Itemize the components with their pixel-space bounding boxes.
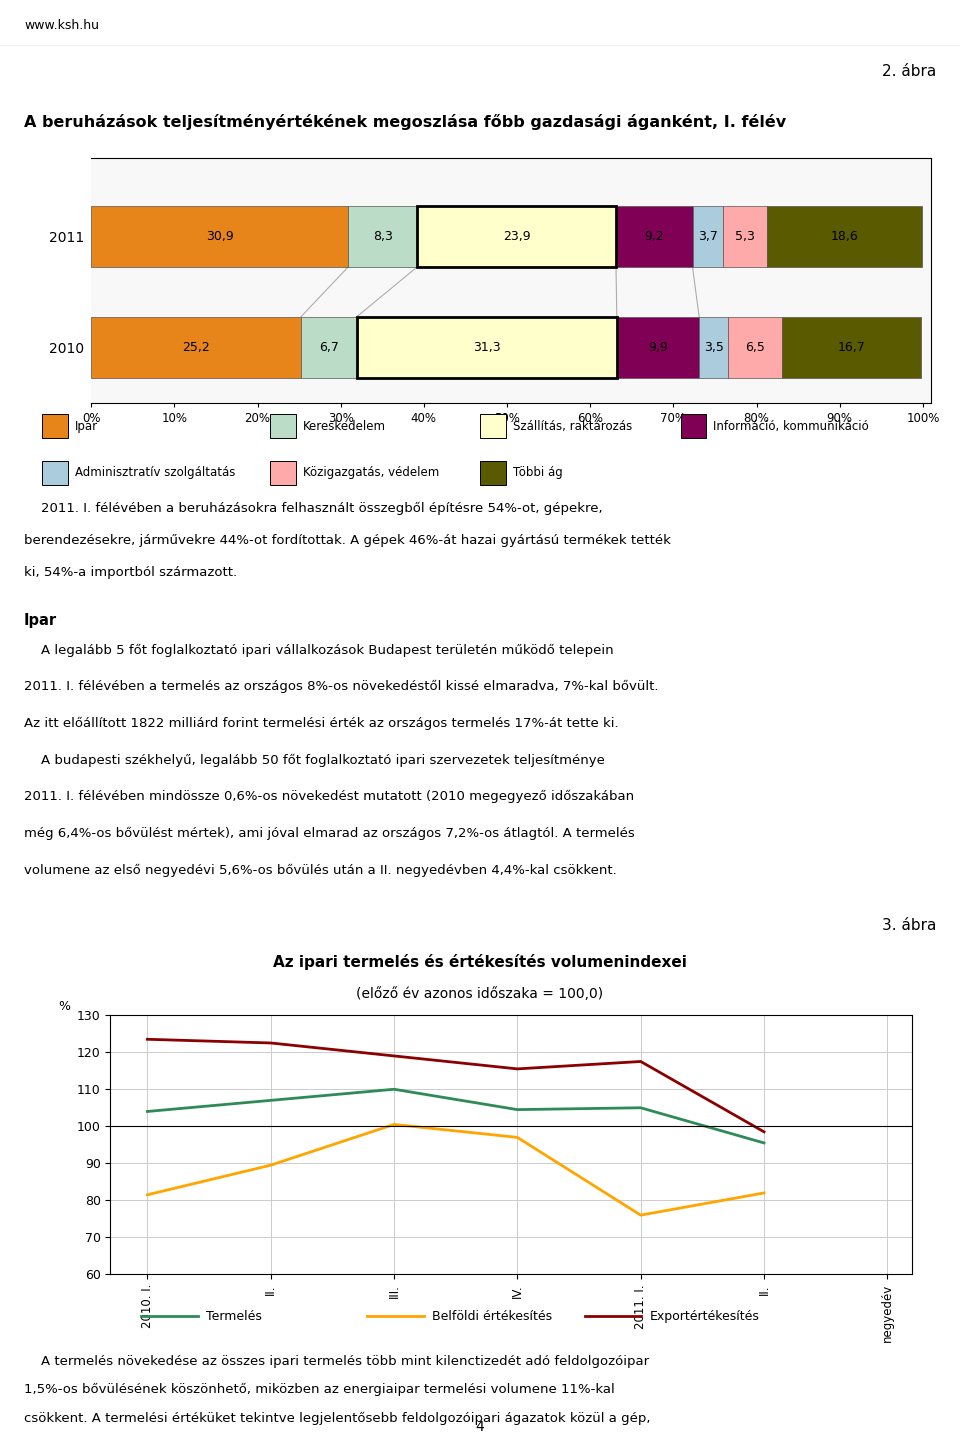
Text: volumene az első negyedévi 5,6%-os bővülés után a II. negyedévben 4,4%-kal csökk: volumene az első negyedévi 5,6%-os bővül…: [24, 864, 616, 877]
Text: A termelés növekedése az összes ipari termelés több mint kilenctizedét adó feldo: A termelés növekedése az összes ipari te…: [24, 1355, 649, 1368]
Text: Exportértékesítés: Exportértékesítés: [649, 1309, 759, 1323]
Bar: [782, 317, 922, 379]
Text: Adminisztratív szolgáltatás: Adminisztratív szolgáltatás: [75, 467, 235, 480]
Text: 9,2: 9,2: [644, 230, 664, 243]
FancyBboxPatch shape: [42, 415, 68, 438]
Text: Információ, kommunikáció: Információ, kommunikáció: [713, 419, 869, 432]
Text: A beruházások teljesítményértékének megoszlása főbb gazdasági áganként, I. félév: A beruházások teljesítményértékének mego…: [24, 114, 786, 131]
Text: Ipar: Ipar: [24, 613, 58, 628]
Text: 16,7: 16,7: [838, 341, 866, 354]
FancyBboxPatch shape: [681, 415, 707, 438]
Bar: [692, 206, 723, 266]
Bar: [91, 317, 300, 379]
Text: 3,7: 3,7: [698, 230, 718, 243]
Bar: [723, 206, 767, 266]
Text: Kereskedelem: Kereskedelem: [303, 419, 386, 432]
Text: Az itt előállított 1822 milliárd forint termelési érték az országos termelés 17%: Az itt előállított 1822 milliárd forint …: [24, 717, 618, 730]
Text: A budapesti székhelyű, legalább 50 főt foglalkoztató ipari szervezetek teljesítm: A budapesti székhelyű, legalább 50 főt f…: [24, 753, 605, 766]
Text: 3,5: 3,5: [704, 341, 724, 354]
Text: Szállítás, raktározás: Szállítás, raktározás: [513, 419, 632, 432]
Text: 2011. I. félévében mindössze 0,6%-os növekedést mutatott (2010 megegyező időszak: 2011. I. félévében mindössze 0,6%-os növ…: [24, 791, 635, 804]
Bar: [356, 317, 617, 379]
FancyBboxPatch shape: [271, 415, 296, 438]
Text: Többi ág: Többi ág: [513, 467, 563, 480]
Text: Az ipari termelés és értékesítés volumenindexei: Az ipari termelés és értékesítés volumen…: [273, 955, 687, 971]
Text: 18,6: 18,6: [830, 230, 858, 243]
Bar: [418, 206, 616, 266]
Bar: [91, 206, 348, 266]
Text: 25,2: 25,2: [182, 341, 210, 354]
Text: 5,3: 5,3: [735, 230, 756, 243]
Bar: [617, 317, 699, 379]
Text: Közigazgatás, védelem: Közigazgatás, védelem: [303, 467, 440, 480]
Bar: [300, 317, 356, 379]
Text: berendezésekre, járművekre 44%-ot fordítottak. A gépek 46%-át hazai gyártású ter: berendezésekre, járművekre 44%-ot fordít…: [24, 534, 671, 547]
Text: 1,5%-os bővülésének köszönhető, miközben az energiaipar termelési volumene 11%-k: 1,5%-os bővülésének köszönhető, miközben…: [24, 1384, 614, 1397]
Bar: [418, 206, 616, 266]
Text: Ipar: Ipar: [75, 419, 98, 432]
Bar: [767, 206, 922, 266]
FancyBboxPatch shape: [271, 461, 296, 485]
Text: Belföldi értékesítés: Belföldi értékesítés: [432, 1309, 552, 1323]
Text: 3. ábra: 3. ábra: [881, 919, 936, 933]
Text: (előző év azonos időszaka = 100,0): (előző év azonos időszaka = 100,0): [356, 986, 604, 1001]
Text: 6,7: 6,7: [319, 341, 339, 354]
Text: 9,9: 9,9: [648, 341, 668, 354]
Text: %: %: [59, 999, 70, 1012]
Text: Termelés: Termelés: [205, 1309, 262, 1323]
Text: 8,3: 8,3: [372, 230, 393, 243]
FancyBboxPatch shape: [480, 461, 506, 485]
Bar: [729, 317, 782, 379]
Bar: [699, 317, 729, 379]
FancyBboxPatch shape: [480, 415, 506, 438]
Text: csökkent. A termelési értéküket tekintve legjelentősebb feldolgozóipari ágazatok: csökkent. A termelési értéküket tekintve…: [24, 1411, 651, 1424]
Text: 2. ábra: 2. ábra: [881, 65, 936, 79]
FancyBboxPatch shape: [42, 461, 68, 485]
Text: 6,5: 6,5: [745, 341, 765, 354]
Text: ki, 54%-a importból származott.: ki, 54%-a importból származott.: [24, 566, 237, 579]
Text: www.ksh.hu: www.ksh.hu: [24, 19, 99, 32]
Text: 4: 4: [475, 1420, 485, 1434]
Bar: [616, 206, 692, 266]
Bar: [356, 317, 617, 379]
Text: 30,9: 30,9: [205, 230, 233, 243]
Text: 2011. I. félévében a termelés az országos 8%-os növekedéstől kissé elmaradva, 7%: 2011. I. félévében a termelés az országo…: [24, 680, 659, 694]
Text: 31,3: 31,3: [473, 341, 500, 354]
Text: 2011. I. félévében a beruházásokra felhasznált összegből építésre 54%-ot, gépekr: 2011. I. félévében a beruházásokra felha…: [24, 503, 603, 516]
Bar: [348, 206, 418, 266]
Text: 23,9: 23,9: [503, 230, 531, 243]
Text: még 6,4%-os bővülést mértek), ami jóval elmarad az országos 7,2%-os átlagtól. A : még 6,4%-os bővülést mértek), ami jóval …: [24, 827, 635, 840]
Text: A legalább 5 főt foglalkoztató ipari vállalkozások Budapest területén működő tel: A legalább 5 főt foglalkoztató ipari vál…: [24, 644, 613, 657]
